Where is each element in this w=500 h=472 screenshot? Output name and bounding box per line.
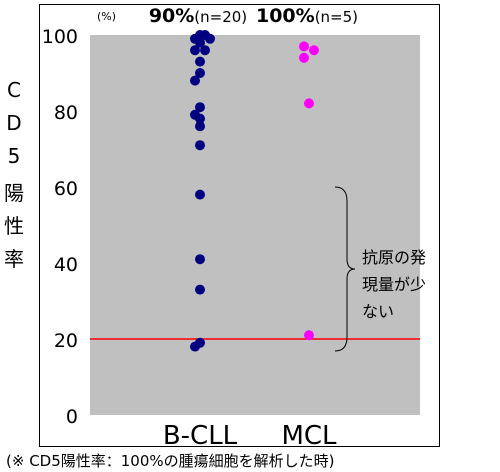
- y-axis-label-char: 5: [7, 144, 21, 168]
- data-point: [195, 68, 205, 78]
- y-tick-label: 20: [54, 330, 78, 352]
- y-axis-label-char: D: [6, 111, 22, 135]
- data-point: [195, 284, 205, 295]
- footnote: (※ CD5陽性率：100%の腫瘍細胞を解析した時): [6, 452, 335, 470]
- data-point: [195, 102, 205, 113]
- data-point: [195, 337, 205, 348]
- data-point: [195, 37, 205, 48]
- y-tick-label: 60: [54, 178, 78, 200]
- y-axis-label-char: 率: [4, 247, 24, 271]
- y-axis-label-char: C: [7, 78, 21, 102]
- data-point: [200, 45, 210, 56]
- y-tick-label: 40: [54, 254, 78, 276]
- series-header: 100%(n=5): [256, 5, 358, 27]
- plot-area: [90, 35, 420, 415]
- y-tick-label: 0: [66, 406, 78, 428]
- data-point: [195, 121, 205, 132]
- data-point: [195, 56, 205, 67]
- data-point: [299, 41, 309, 52]
- annotation-brace: [334, 186, 356, 352]
- data-point: [195, 113, 205, 124]
- data-point: [205, 33, 215, 44]
- data-point: [304, 98, 314, 109]
- data-point: [195, 140, 205, 151]
- data-point: [190, 75, 200, 86]
- category-label: MCL: [281, 421, 337, 451]
- data-point: [304, 330, 314, 341]
- category-label: B-CLL: [163, 421, 238, 451]
- y-tick-label: 80: [54, 102, 78, 124]
- y-axis-label-char: 性: [4, 214, 24, 238]
- y-axis-label-char: 陽: [4, 181, 24, 205]
- data-point: [309, 45, 319, 56]
- data-point: [299, 52, 309, 63]
- annotation-text: 抗原の発現量が少ない: [362, 248, 427, 321]
- chart-frame: [39, 4, 440, 447]
- unit-label: (%): [97, 10, 116, 23]
- data-point: [195, 254, 205, 265]
- series-header: 90%(n=20): [149, 5, 247, 27]
- data-point: [195, 189, 205, 200]
- y-tick-label: 100: [42, 26, 78, 48]
- data-point: [190, 45, 200, 56]
